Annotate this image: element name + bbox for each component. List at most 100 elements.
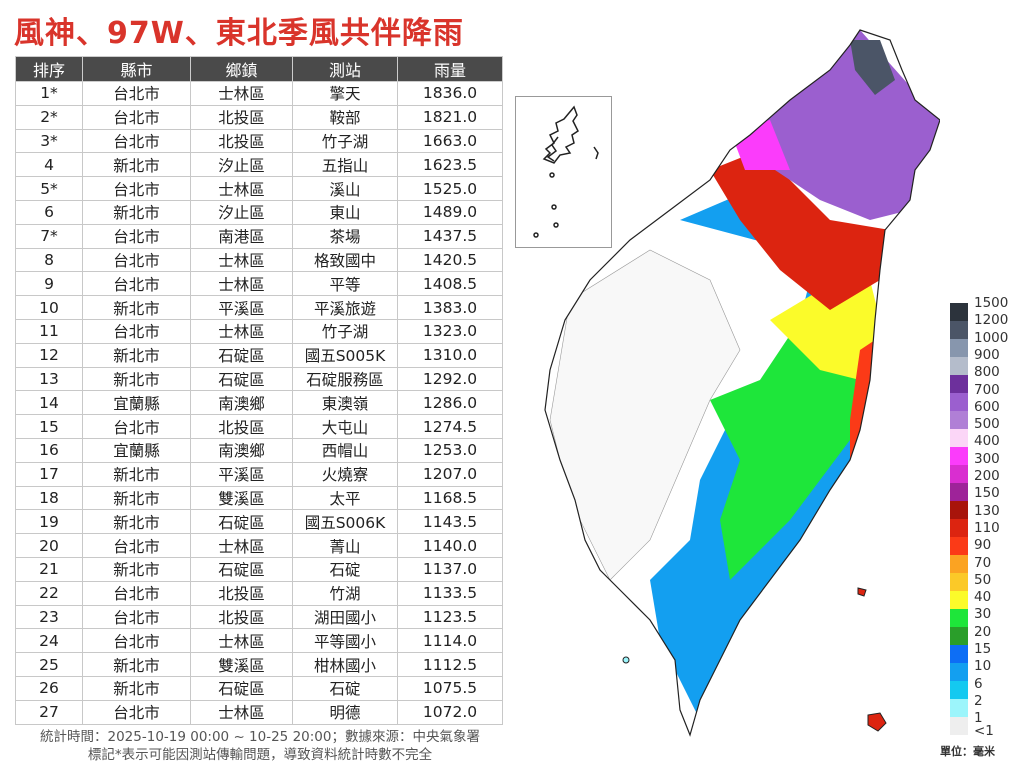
- table-row: 27 台北市 士林區 明德 1072.0: [15, 699, 503, 725]
- legend-label: 800: [974, 364, 1000, 381]
- rank-cell: 26: [15, 675, 83, 701]
- table-row: 21 新北市 石碇區 石碇 1137.0: [15, 556, 503, 582]
- rank-cell: 12: [15, 342, 83, 368]
- district-cell: 北投區: [190, 580, 293, 606]
- rank-cell: 10: [15, 295, 83, 320]
- table-row: 8 台北市 士林區 格致國中 1420.5: [15, 247, 503, 273]
- legend-swatch: [950, 645, 968, 663]
- legend-label: 130: [974, 502, 1000, 519]
- rainfall-cell: 1137.0: [397, 556, 503, 582]
- station-cell: 擎天: [292, 81, 398, 106]
- district-cell: 士林區: [190, 628, 293, 654]
- rainfall-cell: 1836.0: [397, 81, 503, 106]
- station-cell: 溪山: [292, 176, 398, 201]
- city-cell: 台北市: [82, 580, 191, 606]
- station-cell: 西帽山: [292, 437, 398, 463]
- table-row: 2* 台北市 北投區 鞍部 1821.0: [15, 104, 503, 130]
- legend-swatch: [950, 717, 968, 735]
- city-cell: 台北市: [82, 533, 191, 558]
- city-cell: 台北市: [82, 104, 191, 130]
- city-cell: 新北市: [82, 199, 191, 225]
- station-cell: 五指山: [292, 152, 398, 178]
- rainfall-cell: 1168.5: [397, 485, 503, 511]
- district-cell: 石碇區: [190, 509, 293, 535]
- column-header: 測站: [292, 56, 398, 82]
- city-cell: 台北市: [82, 81, 191, 106]
- table-row: 16 宜蘭縣 南澳鄉 西帽山 1253.0: [15, 437, 503, 463]
- rank-cell: 16: [15, 437, 83, 463]
- table-row: 24 台北市 士林區 平等國小 1114.0: [15, 628, 503, 654]
- district-cell: 北投區: [190, 414, 293, 439]
- rainfall-cell: 1112.5: [397, 652, 503, 677]
- table-row: 1* 台北市 士林區 擎天 1836.0: [15, 81, 503, 106]
- legend-label: 500: [974, 416, 1000, 433]
- city-cell: 新北市: [82, 509, 191, 535]
- city-cell: 台北市: [82, 247, 191, 273]
- table-row: 25 新北市 雙溪區 柑林國小 1112.5: [15, 652, 503, 677]
- table-header: 排序 縣市 鄉鎮 測站 雨量: [15, 56, 503, 82]
- station-cell: 湖田國小: [292, 604, 398, 630]
- rainfall-cell: 1075.5: [397, 675, 503, 701]
- rank-cell: 11: [15, 318, 83, 344]
- rainfall-cell: 1489.0: [397, 199, 503, 225]
- station-cell: 東山: [292, 199, 398, 225]
- city-cell: 台北市: [82, 128, 191, 154]
- rank-cell: 25: [15, 652, 83, 677]
- district-cell: 石碇區: [190, 675, 293, 701]
- table-row: 11 台北市 士林區 竹子湖 1323.0: [15, 318, 503, 344]
- city-cell: 台北市: [82, 414, 191, 439]
- table-row: 17 新北市 平溪區 火燒寮 1207.0: [15, 461, 503, 487]
- legend-label: <1: [974, 723, 994, 739]
- legend-label: 110: [974, 519, 1000, 536]
- table-row: 15 台北市 北投區 大屯山 1274.5: [15, 414, 503, 439]
- legend-label: 700: [974, 381, 1000, 398]
- station-cell: 格致國中: [292, 247, 398, 273]
- rank-cell: 7*: [15, 223, 83, 249]
- asterisk-note: 標記*表示可能因測站傳輸問題，導致資料統計時數不完全: [87, 747, 433, 763]
- rainfall-cell: 1114.0: [397, 628, 503, 654]
- station-cell: 竹湖: [292, 580, 398, 606]
- legend-label: 20: [974, 623, 992, 640]
- district-cell: 士林區: [190, 176, 293, 201]
- legend-swatch: [950, 303, 968, 321]
- city-cell: 新北市: [82, 461, 191, 487]
- legend-label: 30: [974, 606, 992, 623]
- district-cell: 石碇區: [190, 342, 293, 368]
- legend-label: 6: [974, 675, 983, 692]
- station-cell: 柑林國小: [292, 652, 398, 677]
- rank-cell: 22: [15, 580, 83, 606]
- station-cell: 石碇服務區: [292, 366, 398, 392]
- page-title: 風神、97W、東北季風共伴降雨: [14, 16, 464, 51]
- district-cell: 汐止區: [190, 199, 293, 225]
- district-cell: 北投區: [190, 128, 293, 154]
- rank-cell: 2*: [15, 104, 83, 130]
- rank-cell: 20: [15, 533, 83, 558]
- district-cell: 南澳鄉: [190, 390, 293, 416]
- rank-cell: 15: [15, 414, 83, 439]
- legend-label: 1200: [974, 312, 1009, 329]
- station-cell: 菁山: [292, 533, 398, 558]
- stats-period: 統計時間：2025-10-19 00:00 ~ 10-25 20:00；數據來源…: [40, 729, 480, 745]
- city-cell: 台北市: [82, 271, 191, 297]
- district-cell: 士林區: [190, 318, 293, 344]
- station-cell: 竹子湖: [292, 128, 398, 154]
- column-header: 鄉鎮: [190, 56, 293, 82]
- city-cell: 台北市: [82, 176, 191, 201]
- legend-swatch: [950, 393, 968, 411]
- city-cell: 新北市: [82, 675, 191, 701]
- station-cell: 火燒寮: [292, 461, 398, 487]
- column-header: 雨量: [397, 56, 503, 82]
- legend-label: 40: [974, 589, 992, 606]
- green-island: [857, 587, 867, 597]
- legend-swatch: [950, 555, 968, 573]
- rank-cell: 1*: [15, 81, 83, 106]
- rainfall-table: 排序 縣市 鄉鎮 測站 雨量 1* 台北市 士林區 擎天 1836.0 2* 台北市 北投區 鞍部 182…: [15, 56, 503, 725]
- legend-swatch: [950, 519, 968, 537]
- station-cell: 平等國小: [292, 628, 398, 654]
- station-cell: 國五S006K: [292, 509, 398, 535]
- legend-swatch: [950, 537, 968, 555]
- rank-cell: 13: [15, 366, 83, 392]
- city-cell: 台北市: [82, 318, 191, 344]
- rank-cell: 4: [15, 152, 83, 178]
- rainfall-cell: 1274.5: [397, 414, 503, 439]
